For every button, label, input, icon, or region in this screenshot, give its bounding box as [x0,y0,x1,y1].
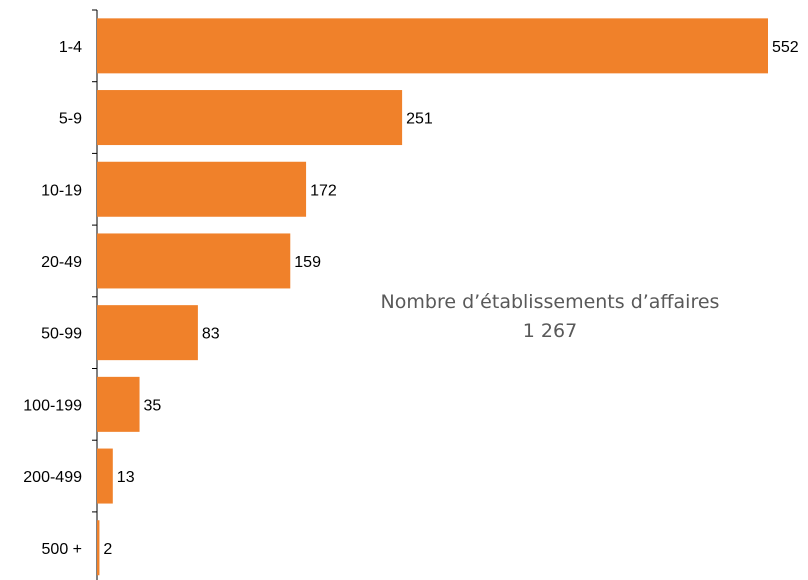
category-label: 20-49 [41,254,82,271]
value-label: 552 [772,39,799,56]
category-label: 5-9 [59,111,82,128]
total-annotation-title: Nombre d’établissements d’affaires [380,291,720,313]
total-annotation-value: 1 267 [522,320,578,342]
bar [97,376,140,432]
value-label: 159 [294,254,321,271]
value-label: 172 [310,182,337,199]
y-axis [92,9,98,580]
bar [97,448,113,504]
value-label: 83 [202,326,220,343]
category-label: 1-4 [59,39,82,56]
bar [97,18,768,74]
bar [97,233,291,289]
value-label: 35 [144,397,162,414]
total-annotation: Nombre d’établissements d’affaires 1 267 [330,288,770,346]
category-label: 50-99 [41,326,82,343]
bar [97,305,198,361]
value-label: 2 [103,541,112,558]
value-label: 13 [117,469,135,486]
category-label: 200-499 [23,469,82,486]
bar [97,520,100,576]
bar [97,161,307,217]
category-labels: 1-4 5-9 10-19 20-49 50-99 100-199 200-499 500 + [23,39,82,558]
value-labels: 552 251 172 159 83 35 13 2 [103,39,798,558]
category-label: 500 + [42,541,82,558]
category-label: 10-19 [41,182,82,199]
category-label: 100-199 [23,397,82,414]
bar [97,90,403,146]
bars [97,18,768,576]
value-label: 251 [406,111,433,128]
